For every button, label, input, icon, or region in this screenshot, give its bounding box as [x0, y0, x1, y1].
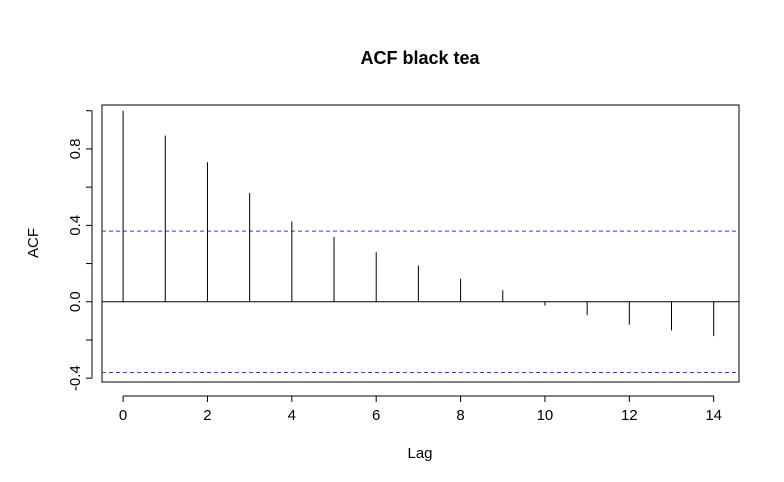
chart-title: ACF black tea — [360, 48, 480, 68]
x-tick-label: 2 — [203, 407, 211, 424]
y-tick-label: -0.4 — [67, 365, 84, 391]
x-axis-label: Lag — [407, 445, 432, 462]
x-tick-label: 6 — [372, 407, 380, 424]
x-tick-label: 8 — [456, 407, 464, 424]
x-tick-label: 0 — [119, 407, 127, 424]
y-tick-label: 0.0 — [67, 291, 84, 312]
x-tick-label: 14 — [705, 407, 722, 424]
x-tick-label: 12 — [621, 407, 638, 424]
y-axis-label: ACF — [25, 228, 42, 258]
y-tick-label: 0.4 — [67, 215, 84, 236]
x-tick-label: 10 — [537, 407, 554, 424]
chart-marks: 0 2 4 6 8 10 12 14 -0.4 0.0 0.4 0.8 — [67, 110, 739, 424]
y-tick-label: 0.8 — [67, 139, 84, 160]
x-tick-label: 4 — [288, 407, 296, 424]
plot-frame — [101, 104, 740, 383]
